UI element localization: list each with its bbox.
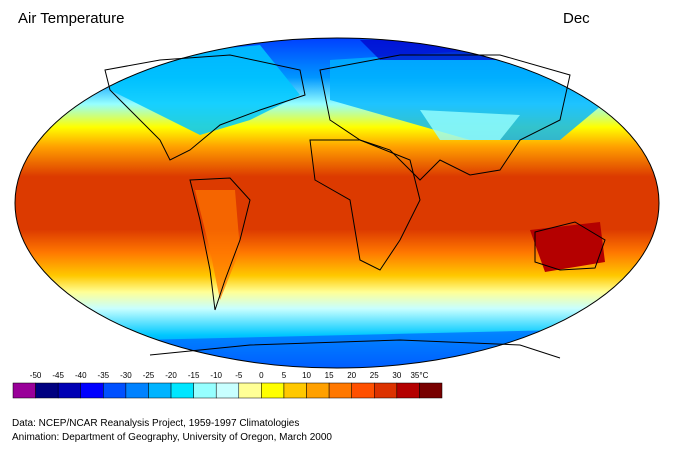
- colorbar-tick-label: 20: [347, 371, 356, 380]
- colorbar-box: [306, 382, 330, 399]
- colorbar-tick-label: -25: [143, 371, 155, 380]
- colorbar-tick-label: -45: [52, 371, 64, 380]
- colorbar-tick-label: -20: [165, 371, 177, 380]
- colorbar: -50 -45 -40 -35 -30 -25 -20 -15 -10 -5 0 5 10 15 20 25 3…: [12, 371, 443, 399]
- colorbar-tick-label: -40: [75, 371, 87, 380]
- colorbar-box: [328, 382, 352, 399]
- colorbar-box: [374, 382, 398, 399]
- credit-line: Animation: Department of Geography, Univ…: [12, 432, 332, 443]
- colorbar-tick-label: -50: [30, 371, 42, 380]
- colorbar-box: [419, 382, 443, 399]
- title: Air Temperature: [18, 10, 124, 27]
- colorbar-tick-label: -35: [98, 371, 110, 380]
- coastlines: [14, 37, 660, 369]
- colorbar-tick-label: -10: [210, 371, 222, 380]
- colorbar-box: [125, 382, 149, 399]
- colorbar-tick-label: 35°C: [410, 371, 428, 380]
- colorbar-box: [238, 382, 262, 399]
- colorbar-box: [215, 382, 240, 399]
- colorbar-box: [170, 382, 194, 399]
- colorbar-box: [103, 382, 127, 399]
- colorbar-box: [396, 382, 420, 399]
- colorbar-tick-label: 30: [392, 371, 401, 380]
- colorbar-tick-label: 0: [259, 371, 264, 380]
- colorbar-tick-label: 15: [325, 371, 334, 380]
- colorbar-box: [80, 382, 104, 399]
- credit-line: Data: NCEP/NCAR Reanalysis Project, 1959…: [12, 418, 299, 429]
- colorbar-box: [148, 382, 172, 399]
- colorbar-box: [57, 382, 81, 399]
- colorbar-tick-label: 5: [282, 371, 287, 380]
- colorbar-box: [283, 382, 307, 399]
- colorbar-box: [12, 382, 36, 399]
- colorbar-tick-label: 25: [370, 371, 379, 380]
- colorbar-box: [35, 382, 59, 399]
- colorbar-tick-label: -5: [235, 371, 243, 380]
- map-field: [15, 38, 659, 368]
- colorbar-tick-label: 10: [302, 371, 311, 380]
- colorbar-box: [193, 382, 217, 399]
- colorbar-box: [261, 382, 285, 399]
- colorbar-tick-label: -30: [120, 371, 132, 380]
- colorbar-tick-label: -15: [188, 371, 200, 380]
- month-label: Dec: [563, 10, 590, 27]
- colorbar-box: [351, 382, 375, 399]
